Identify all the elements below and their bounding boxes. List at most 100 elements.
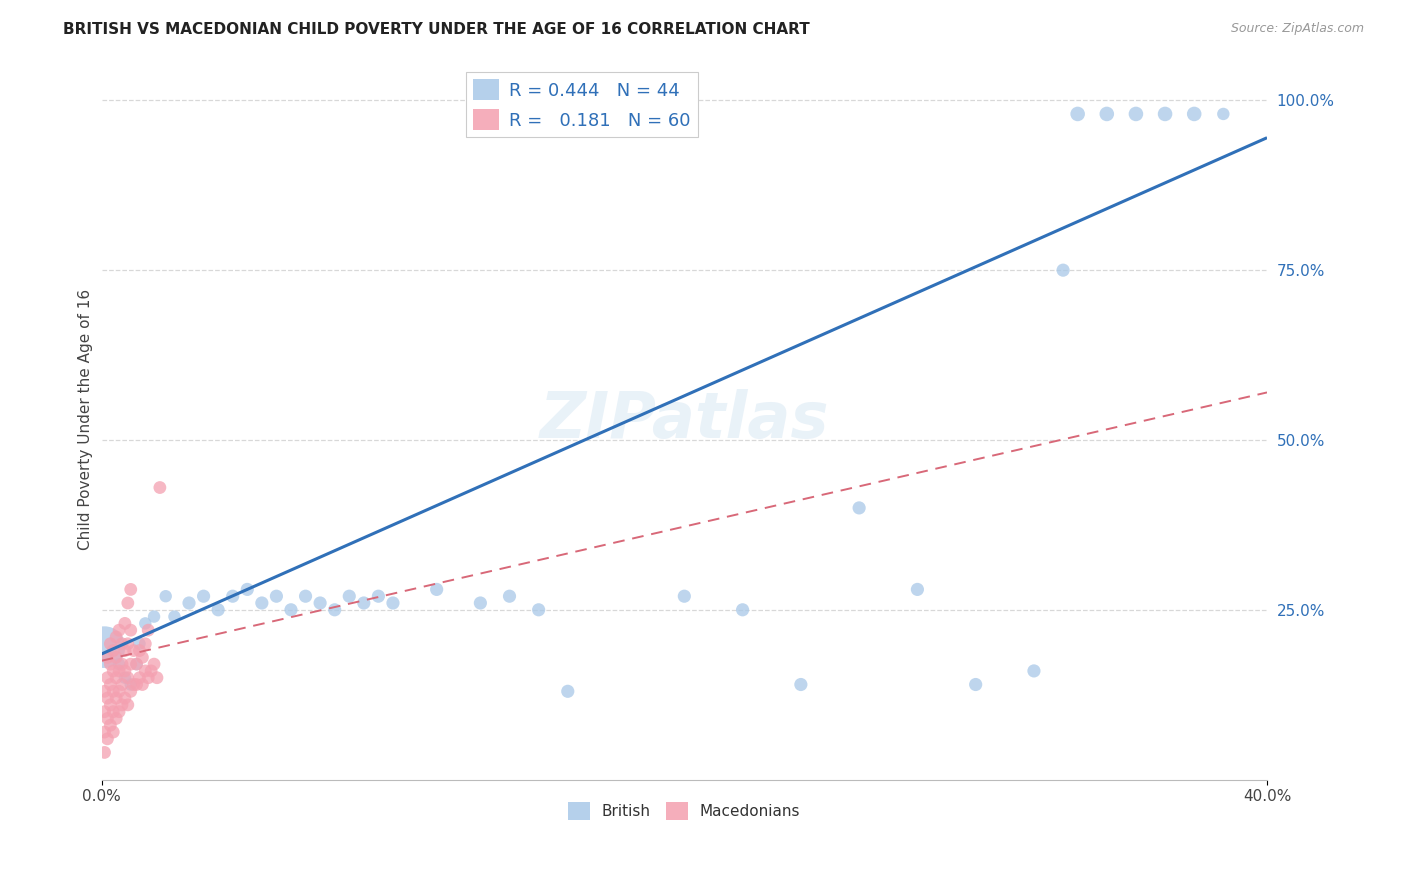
Point xyxy=(98,657,121,672)
Point xyxy=(250,596,273,610)
Point xyxy=(1212,107,1234,121)
Point xyxy=(163,609,186,624)
Point xyxy=(96,691,118,706)
Point xyxy=(155,589,177,603)
Point xyxy=(105,630,128,644)
Point xyxy=(1052,263,1074,277)
Point xyxy=(381,596,404,610)
Point xyxy=(527,603,550,617)
Point xyxy=(143,609,166,624)
Point xyxy=(222,589,245,603)
Point xyxy=(134,637,156,651)
Point xyxy=(125,677,148,691)
Point xyxy=(98,718,121,732)
Point xyxy=(353,596,375,610)
Point xyxy=(125,657,148,672)
Point xyxy=(498,589,520,603)
Point xyxy=(103,705,125,719)
Point xyxy=(131,650,153,665)
Point xyxy=(965,677,987,691)
Point xyxy=(139,664,162,678)
Point xyxy=(108,657,131,672)
Point xyxy=(93,640,115,655)
Point xyxy=(673,589,696,603)
Point xyxy=(105,691,128,706)
Point xyxy=(131,677,153,691)
Point xyxy=(266,589,288,603)
Point xyxy=(134,664,156,678)
Point xyxy=(105,711,128,725)
Point xyxy=(96,711,118,725)
Point xyxy=(120,677,142,691)
Point xyxy=(105,650,128,665)
Point xyxy=(108,684,131,698)
Point xyxy=(103,664,125,678)
Point xyxy=(790,677,813,691)
Point xyxy=(96,650,118,665)
Point xyxy=(98,677,121,691)
Point xyxy=(128,643,150,657)
Point xyxy=(103,725,125,739)
Point xyxy=(120,657,142,672)
Point xyxy=(111,637,134,651)
Point xyxy=(143,657,166,672)
Point xyxy=(470,596,492,610)
Point xyxy=(93,684,115,698)
Point xyxy=(280,603,302,617)
Point xyxy=(323,603,346,617)
Point xyxy=(111,677,134,691)
Point xyxy=(108,664,131,678)
Point xyxy=(128,637,150,651)
Point xyxy=(117,637,139,651)
Point xyxy=(128,671,150,685)
Point xyxy=(905,582,928,597)
Point xyxy=(103,684,125,698)
Point xyxy=(114,664,136,678)
Point xyxy=(134,616,156,631)
Point xyxy=(236,582,259,597)
Point xyxy=(98,637,121,651)
Point xyxy=(122,643,145,657)
Point xyxy=(114,616,136,631)
Y-axis label: Child Poverty Under the Age of 16: Child Poverty Under the Age of 16 xyxy=(79,289,93,550)
Point xyxy=(114,691,136,706)
Point xyxy=(93,705,115,719)
Point xyxy=(136,623,159,637)
Point xyxy=(731,603,754,617)
Point xyxy=(117,596,139,610)
Point xyxy=(309,596,332,610)
Point xyxy=(177,596,200,610)
Point xyxy=(1182,107,1205,121)
Point xyxy=(105,671,128,685)
Text: Source: ZipAtlas.com: Source: ZipAtlas.com xyxy=(1230,22,1364,36)
Point xyxy=(108,623,131,637)
Point xyxy=(103,643,125,657)
Point xyxy=(120,623,142,637)
Point xyxy=(96,731,118,746)
Point xyxy=(111,698,134,712)
Point xyxy=(557,684,579,698)
Point xyxy=(294,589,316,603)
Point xyxy=(193,589,215,603)
Point xyxy=(367,589,389,603)
Text: BRITISH VS MACEDONIAN CHILD POVERTY UNDER THE AGE OF 16 CORRELATION CHART: BRITISH VS MACEDONIAN CHILD POVERTY UNDE… xyxy=(63,22,810,37)
Point xyxy=(149,481,172,495)
Point xyxy=(93,746,115,760)
Point xyxy=(120,582,142,597)
Point xyxy=(122,677,145,691)
Point xyxy=(1066,107,1088,121)
Point xyxy=(1022,664,1045,678)
Point xyxy=(136,671,159,685)
Point xyxy=(98,698,121,712)
Point xyxy=(337,589,360,603)
Point xyxy=(1095,107,1118,121)
Point xyxy=(207,603,229,617)
Point xyxy=(111,657,134,672)
Point xyxy=(96,671,118,685)
Legend: British, Macedonians: British, Macedonians xyxy=(562,796,807,826)
Point xyxy=(114,643,136,657)
Point xyxy=(848,500,870,515)
Point xyxy=(1154,107,1177,121)
Point xyxy=(114,671,136,685)
Text: ZIPatlas: ZIPatlas xyxy=(540,389,830,450)
